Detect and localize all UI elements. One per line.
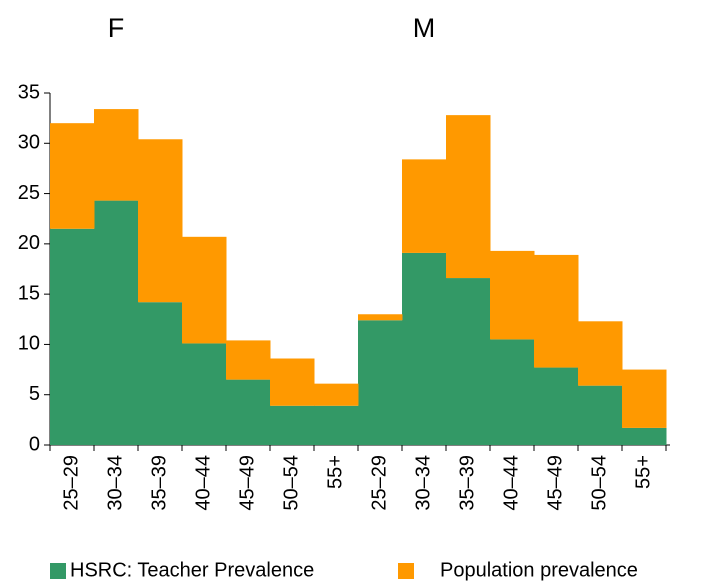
bar xyxy=(182,236,227,344)
bar xyxy=(226,340,271,380)
panel-title: M xyxy=(413,13,436,43)
legend-swatch xyxy=(398,563,414,579)
bar xyxy=(578,321,623,386)
bar xyxy=(446,278,491,445)
bar xyxy=(534,254,579,368)
x-tick-label: 55+ xyxy=(632,455,654,489)
bar xyxy=(94,200,139,445)
bar xyxy=(182,343,227,445)
y-tick-label: 20 xyxy=(18,232,40,254)
x-tick-label: 50–54 xyxy=(588,455,610,511)
bar xyxy=(226,379,271,445)
legend-label: HSRC: Teacher Prevalence xyxy=(70,559,314,581)
x-tick-label: 25–29 xyxy=(60,455,82,511)
bar xyxy=(446,115,491,279)
bar xyxy=(94,109,139,201)
x-tick-label: 25–29 xyxy=(368,455,390,511)
bar xyxy=(358,320,403,445)
bar xyxy=(314,383,359,406)
x-tick-label: 35–39 xyxy=(456,455,478,511)
bar xyxy=(578,385,623,445)
x-tick-label: 40–44 xyxy=(500,455,522,511)
bar xyxy=(358,314,403,321)
x-tick-label: 45–49 xyxy=(236,455,258,511)
y-tick-label: 30 xyxy=(18,132,40,154)
bar xyxy=(270,405,315,445)
bar xyxy=(622,427,667,445)
legend-label: Population prevalence xyxy=(440,559,638,581)
bar xyxy=(402,252,447,445)
bar xyxy=(402,159,447,253)
bar xyxy=(490,250,535,340)
bar xyxy=(314,405,359,445)
y-tick-label: 5 xyxy=(29,383,40,405)
panel-title: F xyxy=(108,13,125,43)
x-tick-label: 30–34 xyxy=(104,455,126,511)
legend-swatch xyxy=(50,563,66,579)
y-tick-label: 0 xyxy=(29,433,40,455)
y-tick-label: 15 xyxy=(18,282,40,304)
x-tick-label: 30–34 xyxy=(412,455,434,511)
bar xyxy=(490,339,535,445)
bar xyxy=(50,123,95,229)
x-tick-label: 55+ xyxy=(324,455,346,489)
y-tick-label: 10 xyxy=(18,333,40,355)
x-tick-label: 45–49 xyxy=(544,455,566,511)
y-tick-label: 25 xyxy=(18,182,40,204)
bar xyxy=(270,358,315,406)
x-tick-label: 40–44 xyxy=(192,455,214,511)
y-tick-label: 35 xyxy=(18,81,40,103)
bar xyxy=(138,302,183,445)
bar xyxy=(534,367,579,445)
x-tick-label: 50–54 xyxy=(280,455,302,511)
bar xyxy=(138,139,183,303)
x-tick-label: 35–39 xyxy=(148,455,170,511)
bar xyxy=(50,228,95,445)
bar xyxy=(622,369,667,428)
